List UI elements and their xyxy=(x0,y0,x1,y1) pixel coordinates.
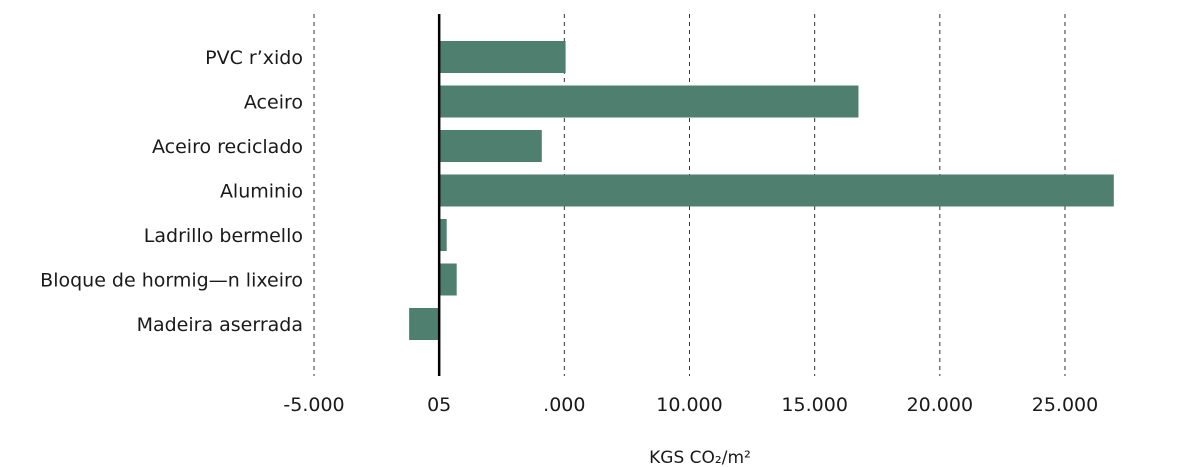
x-tick-label: 20.000 xyxy=(907,394,973,416)
category-labels: PVC r’xido Aceiro Aceiro reciclado Aluminio… xyxy=(40,47,303,336)
category-label: Ladrillo bermello xyxy=(144,225,303,247)
x-tick-label: 25.000 xyxy=(1032,394,1098,416)
x-tick-label: -5.000 xyxy=(283,394,344,416)
bar xyxy=(439,219,447,251)
category-label: Aceiro xyxy=(244,92,303,114)
bar xyxy=(439,130,542,162)
category-label: Aceiro reciclado xyxy=(152,136,303,158)
bars xyxy=(409,41,1114,340)
x-tick-label: .000 xyxy=(543,394,585,416)
bar xyxy=(439,41,566,73)
x-tick-label: 05 xyxy=(427,394,451,416)
category-label: PVC r’xido xyxy=(205,47,303,69)
x-axis-label: KGS CO₂/m² xyxy=(649,448,751,467)
x-tick-label: 10.000 xyxy=(656,394,722,416)
x-tick-label: 15.000 xyxy=(781,394,847,416)
bar xyxy=(409,308,440,340)
category-label: Bloque de hormig—n lixeiro xyxy=(40,270,303,292)
category-label: Madeira aserrada xyxy=(137,314,303,336)
category-label: Aluminio xyxy=(220,181,303,203)
bar xyxy=(439,85,859,118)
x-tick-labels: -5.000 05 .000 10.000 15.000 20.000 25.000 xyxy=(283,394,1098,416)
bar xyxy=(439,174,1114,207)
bar xyxy=(439,263,457,296)
